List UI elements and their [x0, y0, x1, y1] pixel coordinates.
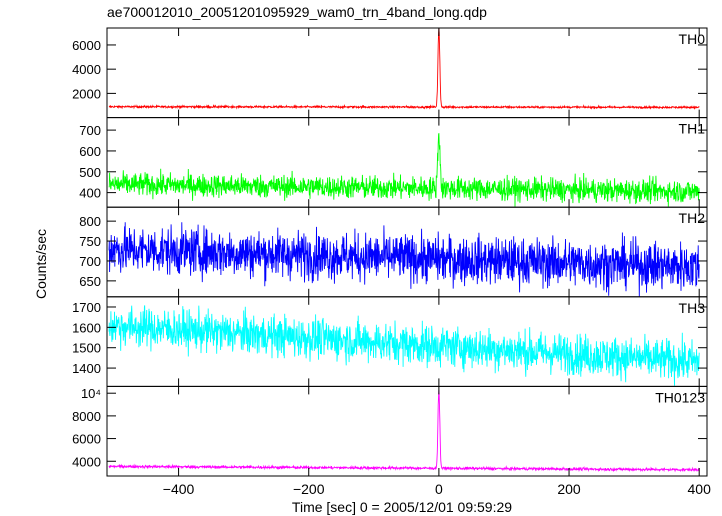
y-tick-label: 1600: [72, 320, 101, 335]
y-tick-label: 6000: [72, 432, 101, 447]
y-tick-label: 10⁴: [81, 386, 101, 401]
x-axis-label: Time [sec] 0 = 2005/12/01 09:59:29: [292, 499, 512, 515]
x-tick-label: 200: [557, 481, 581, 497]
light-curve-th0123: [108, 390, 700, 473]
light-curve-th0: [108, 28, 700, 110]
x-tick-label: 0: [435, 481, 443, 497]
y-tick-label: 650: [79, 274, 101, 289]
x-tick-label: −400: [163, 481, 195, 497]
y-tick-label: 700: [79, 254, 101, 269]
y-tick-label: 8000: [72, 409, 101, 424]
y-tick-label: 700: [79, 123, 101, 138]
light-curve-th2: [108, 222, 700, 297]
y-tick-label: 2000: [72, 86, 101, 101]
y-axis-label: Counts/sec: [33, 229, 49, 299]
x-tick-label: 400: [688, 481, 712, 497]
y-tick-label: 1700: [72, 300, 101, 315]
panel-label: TH2: [679, 210, 706, 226]
panel-frame-th0: [106, 27, 708, 119]
y-tick-label: 1500: [72, 341, 101, 356]
y-tick-label: 400: [79, 186, 101, 201]
panel-label: TH0123: [655, 389, 705, 405]
light-curve-th1: [108, 133, 700, 207]
light-curve-th3: [108, 305, 700, 386]
y-tick-label: 750: [79, 234, 101, 249]
y-tick-label: 800: [79, 214, 101, 229]
y-tick-label: 500: [79, 165, 101, 180]
y-tick-label: 4000: [72, 454, 101, 469]
y-tick-label: 4000: [72, 62, 101, 77]
y-tick-label: 6000: [72, 38, 101, 53]
panel-label: TH3: [679, 300, 706, 316]
panel-frame-th0123: [106, 385, 708, 477]
panel-label: TH1: [679, 121, 706, 137]
panel-label: TH0: [679, 31, 706, 47]
y-tick-label: 1400: [72, 361, 101, 376]
x-tick-label: −200: [293, 481, 325, 497]
chart-title: ae700012010_20051201095929_wam0_trn_4ban…: [107, 4, 487, 20]
y-tick-label: 600: [79, 144, 101, 159]
